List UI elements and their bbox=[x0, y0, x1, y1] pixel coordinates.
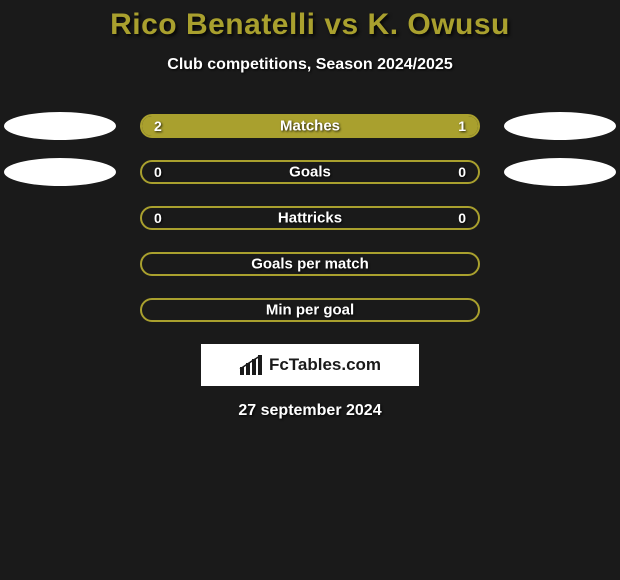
stat-row: Goals per match bbox=[0, 252, 620, 276]
subtitle: Club competitions, Season 2024/2025 bbox=[0, 56, 620, 74]
stat-label: Min per goal bbox=[142, 302, 478, 319]
bar-right-fill bbox=[366, 116, 478, 136]
stat-bar: Min per goal bbox=[140, 298, 480, 322]
stat-value-left: 0 bbox=[154, 164, 162, 180]
brand-text: FcTables.com bbox=[269, 355, 381, 375]
stat-row: Goals0 0 bbox=[0, 160, 620, 184]
stat-value-right: 0 bbox=[458, 164, 466, 180]
stat-row: Min per goal bbox=[0, 298, 620, 322]
date-text: 27 september 2024 bbox=[0, 402, 620, 420]
player-left-badge bbox=[4, 158, 116, 186]
stat-value-right: 0 bbox=[458, 210, 466, 226]
player-right-badge bbox=[504, 158, 616, 186]
stat-label: Goals per match bbox=[142, 256, 478, 273]
stat-bar: Matches21 bbox=[140, 114, 480, 138]
stat-label: Hattricks bbox=[142, 210, 478, 227]
stat-bar: Goals per match bbox=[140, 252, 480, 276]
bar-chart-icon bbox=[239, 355, 263, 375]
brand-badge: FcTables.com bbox=[201, 344, 419, 386]
page-title: Rico Benatelli vs K. Owusu bbox=[0, 8, 620, 42]
stat-row: Matches21 bbox=[0, 114, 620, 138]
comparison-container: Rico Benatelli vs K. Owusu Club competit… bbox=[0, 0, 620, 420]
player-left-badge bbox=[4, 112, 116, 140]
stat-bar: Goals0 0 bbox=[140, 160, 480, 184]
player-right-badge bbox=[504, 112, 616, 140]
stat-bar: Hattricks0 0 bbox=[140, 206, 480, 230]
stat-value-left: 0 bbox=[154, 210, 162, 226]
stats-rows: Matches21Goals00Hattricks00Goals per mat… bbox=[0, 114, 620, 322]
stat-label: Goals bbox=[142, 164, 478, 181]
stat-row: Hattricks0 0 bbox=[0, 206, 620, 230]
bar-left-fill bbox=[142, 116, 366, 136]
